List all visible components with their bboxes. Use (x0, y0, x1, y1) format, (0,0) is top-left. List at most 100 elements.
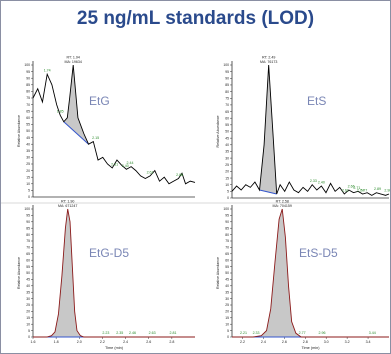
ets-y-tick-label: 80 (225, 90, 229, 94)
etg-d5-x-tick-label: 2.2 (100, 340, 105, 344)
ets-d5-y-tick-label: 80 (225, 233, 229, 237)
etg-compound-label: EtG (89, 94, 110, 108)
ets-d5-y-tick-label: 65 (225, 252, 229, 256)
etg-d5-x-tick-label: 2.0 (77, 340, 82, 344)
ets-y-tick-label: 100 (223, 63, 229, 67)
ets-d5-peak-label: 3.44 (369, 331, 376, 335)
ets-y-tick-label: 65 (225, 110, 229, 114)
etg-d5-y-tick-label: 40 (26, 284, 30, 288)
ets-d5-y-tick-label: 85 (225, 226, 229, 230)
etg-y-tick-label: 5 (28, 189, 30, 193)
etg-y-tick-label: 90 (26, 76, 30, 80)
etg-main-peak-rt: RT: 1.94 (67, 56, 80, 60)
ets-y-tick-label: 10 (225, 183, 229, 187)
etg-d5-y-tick-label: 5 (28, 329, 30, 333)
ets-peak-label: 2.98 (384, 189, 390, 193)
etg-d5-peak-label: 2.23 (102, 331, 109, 335)
ets-d5-compound-label: EtS-D5 (299, 246, 338, 260)
ets-peak-label: 2.77 (360, 189, 367, 193)
etg-d5-x-tick-label: 1.6 (31, 340, 36, 344)
etg-d5-peak-label: 2.63 (149, 331, 156, 335)
etg-peak-label: 1.85 (57, 110, 64, 114)
etg-y-tick-label: 70 (26, 103, 30, 107)
ets-main-peak-rt: RT: 2.49 (262, 56, 275, 60)
ets-y-tick-label: 30 (225, 156, 229, 160)
ets-y-tick-label: 5 (227, 190, 229, 194)
etg-peak-label: 2.15 (92, 136, 99, 140)
ets-main-peak-area: MA: 76173 (260, 60, 277, 64)
ets-d5-peak-label: 2.33 (253, 331, 260, 335)
ets-d5-x-axis-label: Time (min) (302, 346, 321, 350)
ets-d5-y-tick-label: 20 (225, 310, 229, 314)
etg-d5-x-tick-label: 2.4 (123, 340, 128, 344)
ets-d5-y-tick-label: 0 (227, 335, 229, 339)
ets-d5-y-tick-label: 55 (225, 265, 229, 269)
etg-y-tick-label: 15 (26, 175, 30, 179)
ets-d5-y-tick-label: 10 (225, 322, 229, 326)
ets-d5-y-tick-label: 45 (225, 278, 229, 282)
etg-d5-y-tick-label: 35 (26, 290, 30, 294)
ets-d5-x-tick-label: 2.2 (240, 340, 245, 344)
ets-peak-area (259, 65, 277, 195)
etg-peak-area (63, 65, 89, 145)
etg-y-tick-label: 45 (26, 136, 30, 140)
ets-peak-label: 2.71 (353, 186, 360, 190)
ets-y-tick-label: 90 (225, 77, 229, 81)
chromatogram-grid: 0510152025303540455055606570758085909510… (1, 56, 390, 350)
ets-y-tick-label: 25 (225, 163, 229, 167)
ets-peak-label: 2.89 (374, 187, 381, 191)
ets-d5-y-tick-label: 30 (225, 297, 229, 301)
ets-peak-label: 2.74 (357, 189, 364, 193)
etg-y-tick-label: 40 (26, 142, 30, 146)
ets-d5-x-tick-label: 2.4 (261, 340, 266, 344)
etg-d5-compound-label: EtG-D5 (89, 246, 129, 260)
etg-d5-y-tick-label: 25 (26, 303, 30, 307)
etg-peak-label: 2.31 (111, 162, 118, 166)
ets-d5-y-tick-label: 100 (223, 207, 229, 211)
etg-y-axis-label: Relative Abundance (17, 115, 21, 147)
ets-d5-y-tick-label: 70 (225, 246, 229, 250)
etg-d5-peak-label: 2.46 (129, 331, 136, 335)
panel-ets: 0 5 10 15 20 25 30 35 40 45 50 55 60 65 70 75 80 85 90 95 10… (216, 56, 390, 201)
ets-d5-y-tick-label: 90 (225, 220, 229, 224)
etg-d5-y-tick-label: 100 (24, 207, 30, 211)
ets-y-tick-label: 85 (225, 83, 229, 87)
ets-y-tick-label: 15 (225, 176, 229, 180)
etg-y-tick-label: 100 (24, 63, 30, 67)
ets-d5-y-tick-label: 35 (225, 290, 229, 294)
ets-y-tick-label: 60 (225, 116, 229, 120)
etg-d5-x-axis-label: Time (min) (105, 346, 124, 350)
etg-d5-y-tick-label: 75 (26, 239, 30, 243)
etg-d5-peak-area (46, 209, 84, 337)
ets-d5-y-tick-label: 15 (225, 316, 229, 320)
ets-d5-x-tick-label: 2.8 (303, 340, 308, 344)
ets-d5-peak-label: 2.77 (299, 331, 306, 335)
panel-etg: 0 5 10 15 20 25 30 35 40 45 50 55 60 65 70 75 80 85 90 95 10… (17, 56, 196, 199)
etg-y-tick-label: 60 (26, 116, 30, 120)
etg-d5-y-tick-label: 65 (26, 252, 30, 256)
ets-peak-label: 2.61 (342, 189, 349, 193)
ets-d5-y-tick-label: 5 (227, 329, 229, 333)
ets-d5-x-tick-label: 3.0 (324, 340, 329, 344)
etg-peak-label: 2.61 (147, 170, 154, 174)
ets-y-tick-label: 70 (225, 103, 229, 107)
ets-d5-main-peak-area: MA: 704159 (273, 204, 292, 208)
etg-y-tick-label: 10 (26, 182, 30, 186)
etg-d5-trace (33, 208, 195, 338)
ets-peak-label: 2.33 (310, 179, 317, 183)
etg-main-peak-area: MA: 19634 (65, 60, 82, 64)
etg-d5-y-tick-label: 45 (26, 278, 30, 282)
ets-d5-y-axis-label: Relative Abundance (216, 257, 220, 289)
ets-y-tick-label: 55 (225, 123, 229, 127)
ets-y-tick-label: 0 (227, 196, 229, 200)
ets-peak-label: 2.66 (348, 185, 355, 189)
etg-d5-y-tick-label: 50 (26, 271, 30, 275)
etg-d5-main-peak-rt: RT: 1.90 (61, 200, 74, 204)
ets-d5-trace (232, 208, 389, 338)
panel-etg-d5: 0 5 10 15 20 25 30 35 40 45 50 55 60 65 70 75 80 85 90 95 10… (17, 200, 195, 350)
ets-d5-y-tick-label: 60 (225, 258, 229, 262)
etg-peak-baseline (63, 121, 89, 145)
etg-d5-peak-label: 2.81 (170, 331, 177, 335)
etg-d5-y-tick-label: 95 (26, 214, 30, 218)
